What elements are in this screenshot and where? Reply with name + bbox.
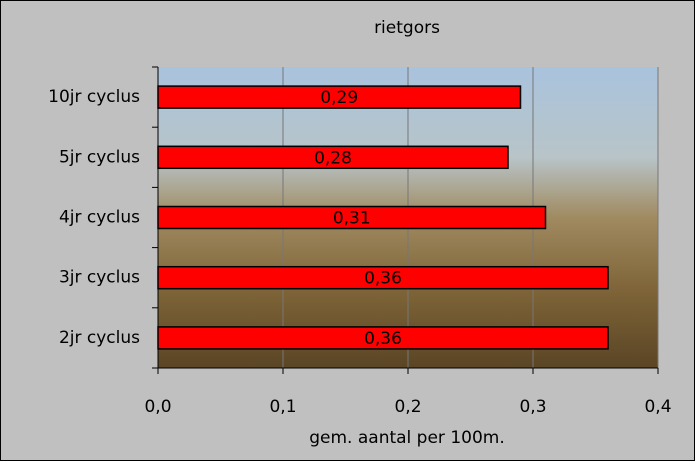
x-tick-label: 0,3 bbox=[519, 397, 546, 417]
bar bbox=[157, 326, 609, 350]
value-label: 0,36 bbox=[364, 269, 402, 289]
bar bbox=[157, 205, 547, 230]
y-tick-label: 2jr cyclus bbox=[59, 328, 140, 348]
x-tick-label: 0,2 bbox=[394, 397, 421, 417]
bar bbox=[157, 85, 522, 109]
chart-title: rietgors bbox=[374, 18, 440, 38]
y-tick-label: 10jr cyclus bbox=[48, 87, 140, 107]
y-tick-label: 3jr cyclus bbox=[59, 268, 140, 288]
bar bbox=[157, 265, 609, 290]
value-label: 0,36 bbox=[364, 329, 402, 349]
x-tick-label: 0,1 bbox=[269, 397, 296, 417]
x-axis-title: gem. aantal per 100m. bbox=[309, 428, 505, 448]
value-label: 0,31 bbox=[333, 209, 371, 229]
bar bbox=[157, 145, 509, 170]
x-tick-label: 0,0 bbox=[144, 397, 171, 417]
value-label: 0,28 bbox=[314, 148, 352, 168]
value-label: 0,29 bbox=[320, 88, 358, 108]
y-tick-label: 4jr cyclus bbox=[59, 208, 140, 228]
x-tick-label: 0,4 bbox=[644, 397, 671, 417]
y-tick-label: 5jr cyclus bbox=[59, 147, 140, 167]
